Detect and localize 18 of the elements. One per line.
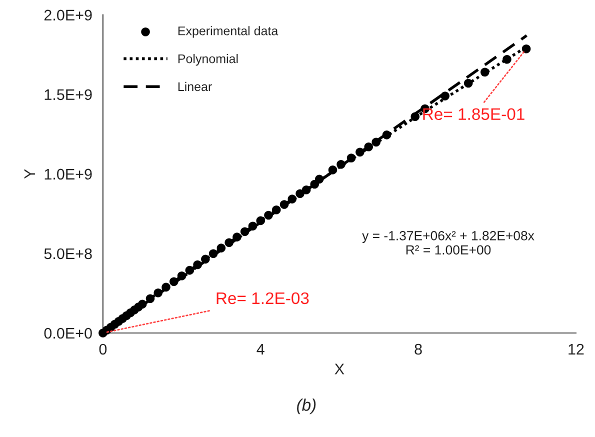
y-tick-label: 2.0E+9: [44, 10, 92, 21]
annotation: Re= 1.2E-03: [216, 292, 309, 304]
annotation: y = -1.37E+06x² + 1.82E+08x R² = 1.00E+00: [362, 231, 534, 255]
legend-label: Polynomial: [178, 54, 238, 66]
y-axis-title: Y: [24, 169, 35, 179]
text: (b): [297, 398, 316, 414]
y-tick-label: 5.0E+8: [44, 248, 92, 260]
x-tick-label: 0: [99, 344, 107, 355]
y-tick-label: 0.0E+0: [44, 328, 92, 339]
y-tick-label: 1.5E+9: [44, 89, 92, 100]
x-tick-label: 8: [414, 344, 422, 355]
legend-label: Linear: [178, 82, 212, 92]
y-tick-label: 1.0E+9: [44, 168, 92, 180]
annotation: Re= 1.85E-01: [423, 108, 524, 120]
x-tick-label: 4: [256, 344, 264, 354]
x-axis-title: X: [334, 364, 344, 374]
x-tick-label: 12: [568, 344, 584, 354]
legend-label: Experimental data: [178, 26, 278, 38]
